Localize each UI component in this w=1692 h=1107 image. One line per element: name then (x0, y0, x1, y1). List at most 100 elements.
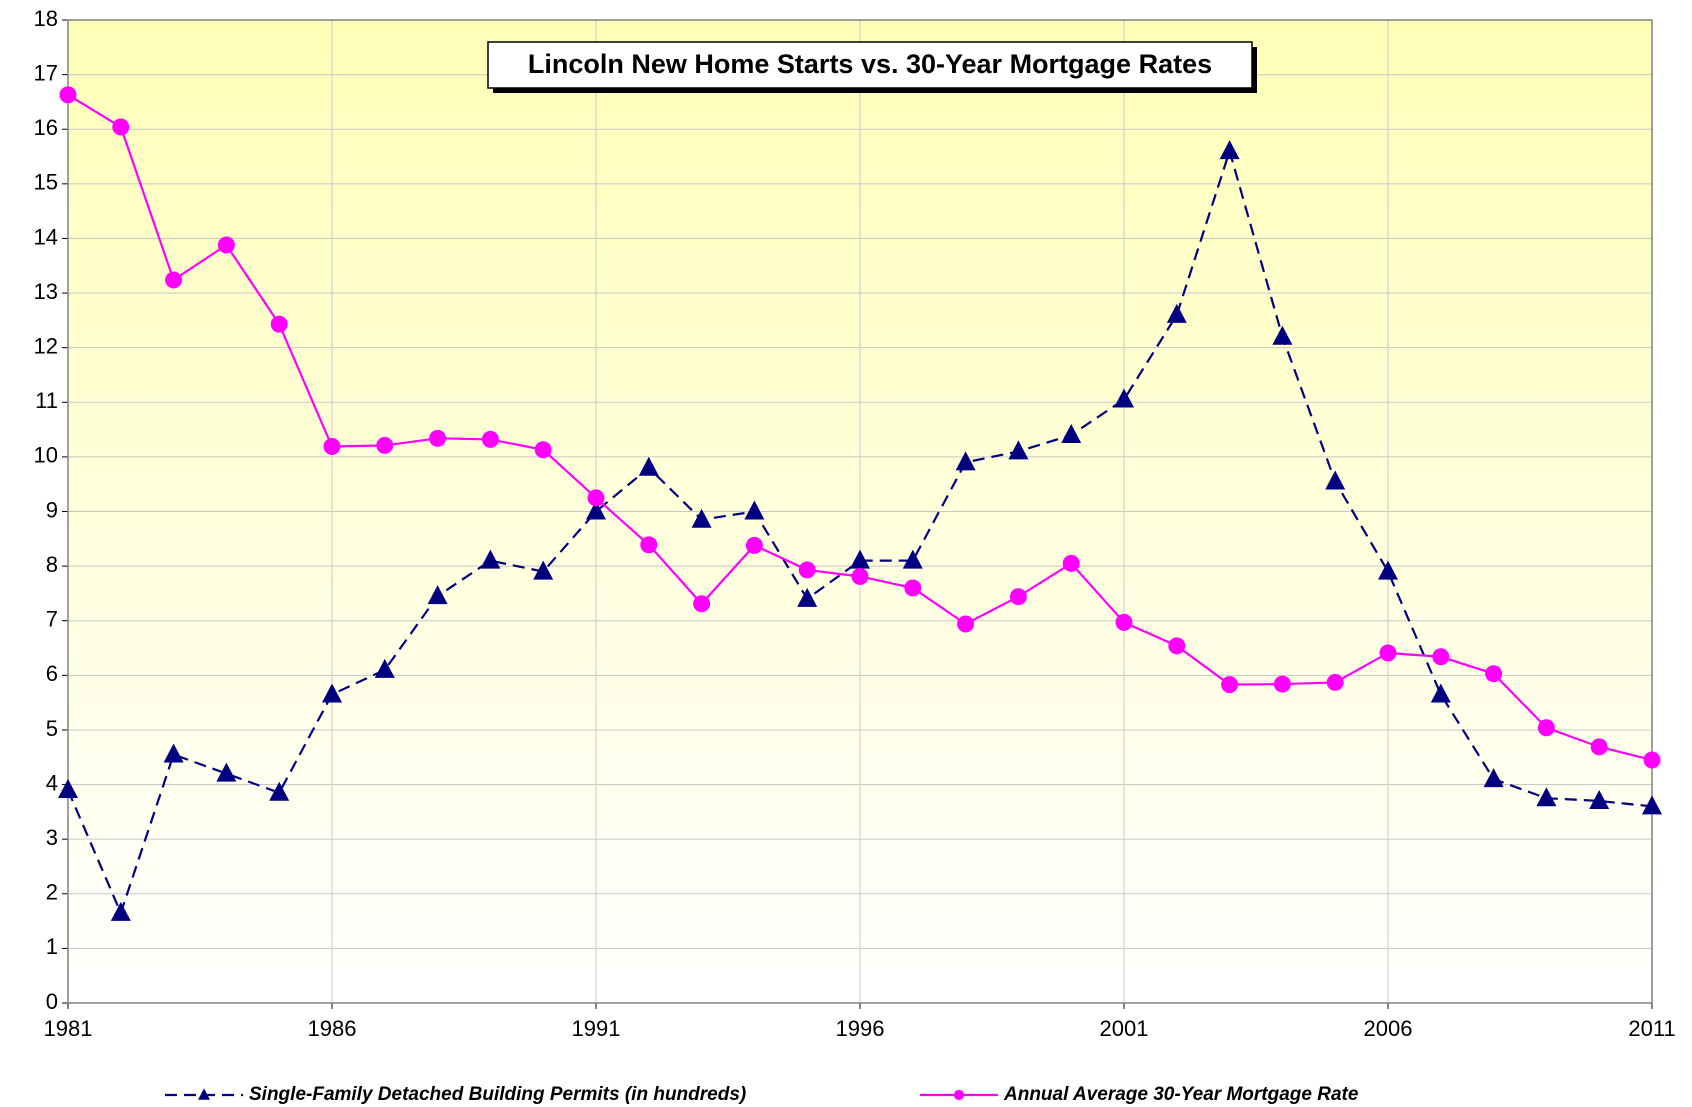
x-tick-label: 1981 (44, 1016, 93, 1041)
title-frame (487, 41, 1253, 89)
triangle-marker (269, 781, 290, 801)
triangle-marker (1114, 388, 1134, 408)
y-tick-label: 14 (34, 224, 58, 249)
circle-marker (270, 315, 288, 333)
y-tick-label: 3 (46, 825, 58, 850)
triangle-marker (1008, 440, 1029, 460)
circle-marker (1485, 665, 1503, 683)
x-tick-label: 1986 (308, 1016, 357, 1041)
triangle-marker (198, 1088, 210, 1100)
circle-marker (1168, 637, 1186, 655)
y-tick-label: 2 (46, 880, 58, 905)
y-tick-label: 1 (46, 934, 58, 959)
circle-marker (1326, 673, 1344, 691)
circle-marker (1537, 719, 1555, 737)
triangle-marker (586, 500, 606, 520)
circle-marker (1009, 588, 1027, 606)
circle-marker (904, 579, 922, 597)
y-tick-label: 5 (46, 716, 58, 741)
circle-marker (376, 436, 394, 454)
y-tick-label: 10 (34, 443, 58, 468)
plot-border (67, 19, 1653, 1004)
y-tick-label: 12 (34, 333, 58, 358)
triangle-marker (1061, 424, 1082, 444)
legend-label: Annual Average 30-Year Mortgage Rate (1003, 1084, 1359, 1105)
circle-marker (798, 561, 816, 579)
circle-marker (1379, 644, 1397, 662)
triangle-marker (638, 456, 659, 476)
triangle-marker (850, 549, 870, 569)
x-tick-label: 1991 (572, 1016, 621, 1041)
circle-marker (429, 429, 447, 447)
triangle-marker (1325, 470, 1346, 490)
triangle-marker (902, 549, 923, 569)
chart-title: Lincoln New Home Starts vs. 30-Year Mort… (528, 49, 1212, 79)
triangle-marker (110, 901, 131, 921)
title-box: Lincoln New Home Starts vs. 30-Year Mort… (487, 41, 1257, 93)
circle-marker (165, 271, 183, 289)
y-tick-label: 8 (46, 552, 58, 577)
triangle-marker (797, 587, 818, 607)
legend-label: Single-Family Detached Building Permits … (249, 1084, 746, 1105)
circle-marker (1590, 738, 1608, 756)
circle-marker (1221, 676, 1239, 694)
y-tick-label: 13 (34, 279, 58, 304)
y-tick-label: 15 (34, 170, 58, 195)
y-tick-label: 0 (46, 989, 58, 1014)
triangle-marker (480, 549, 501, 569)
triangle-marker (374, 658, 395, 678)
legend-item: Single-Family Detached Building Permits … (165, 1084, 746, 1105)
circle-marker (217, 236, 235, 254)
triangle-marker (955, 451, 976, 471)
triangle-marker (533, 560, 554, 580)
y-tick-label: 16 (34, 115, 58, 140)
x-tick-label: 2001 (1100, 1016, 1149, 1041)
circle-marker (957, 615, 975, 633)
circle-marker (640, 536, 658, 554)
triangle-marker (427, 585, 448, 605)
circle-marker (693, 595, 711, 613)
x-tick-label: 1996 (836, 1016, 885, 1041)
circle-marker (745, 536, 763, 554)
circle-marker (851, 567, 869, 585)
triangle-marker (163, 743, 184, 763)
triangle-marker (1219, 140, 1240, 160)
x-tick-label: 2011 (1628, 1016, 1675, 1041)
circle-marker (587, 489, 605, 507)
triangle-marker (322, 683, 342, 703)
legend-item: Annual Average 30-Year Mortgage Rate (920, 1084, 1359, 1105)
triangle-marker (1430, 683, 1451, 703)
triangle-marker (744, 500, 765, 520)
triangle-marker (1589, 789, 1610, 809)
y-tick-label: 6 (46, 661, 58, 686)
y-tick-label: 11 (35, 388, 58, 413)
circle-marker (1062, 554, 1080, 572)
circle-marker (59, 86, 77, 104)
x-tick-label: 2006 (1364, 1016, 1413, 1041)
triangle-marker (58, 779, 78, 799)
triangle-marker (1272, 325, 1293, 345)
circle-marker (534, 441, 552, 459)
triangle-marker (1483, 768, 1504, 788)
circle-marker (953, 1089, 965, 1101)
y-tick-label: 7 (46, 607, 58, 632)
y-tick-label: 17 (34, 60, 58, 85)
triangle-marker (216, 762, 237, 782)
triangle-marker (1536, 787, 1557, 807)
triangle-marker (1378, 560, 1398, 580)
circle-marker (481, 430, 499, 448)
circle-marker (112, 118, 130, 136)
y-tick-label: 9 (46, 497, 58, 522)
circle-marker (1643, 751, 1661, 769)
circle-marker (323, 438, 341, 456)
circle-marker (1115, 613, 1133, 631)
triangle-marker (1642, 795, 1662, 815)
triangle-marker (1166, 303, 1187, 323)
circle-marker (1273, 675, 1291, 693)
y-tick-label: 18 (34, 6, 58, 31)
circle-marker (1432, 648, 1450, 666)
triangle-marker (691, 508, 712, 528)
y-tick-label: 4 (46, 770, 58, 795)
